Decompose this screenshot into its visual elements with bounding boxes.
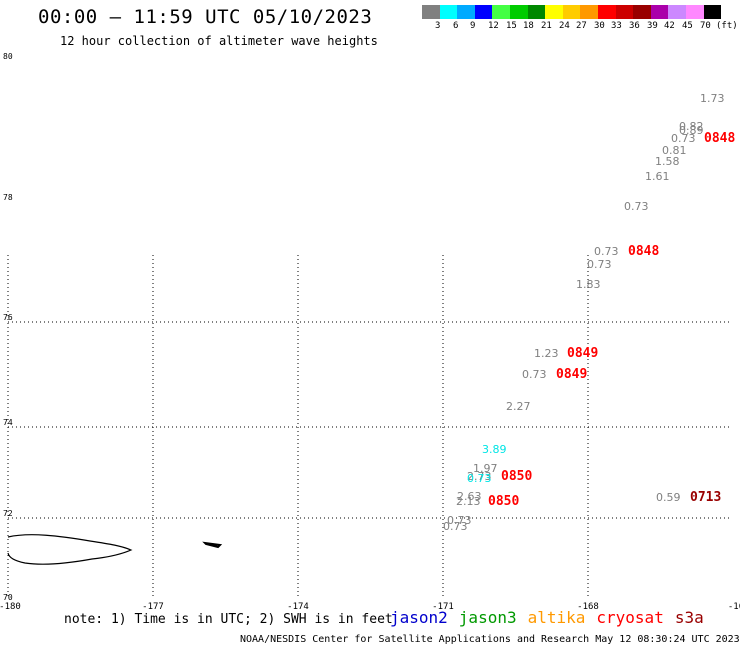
colorbar-label: 3 — [435, 21, 441, 31]
wave-height-value: 0.73 — [467, 472, 492, 485]
colorbar-swatch — [668, 5, 686, 19]
satellite-legend-item: jason3 — [458, 608, 517, 627]
colorbar-label: (ft) — [716, 21, 738, 31]
colorbar-swatch — [562, 5, 581, 19]
colorbar-labels: 3 6 9 12 15 18 21 24 27 30 33 36 39 42 45 70 (ft) — [422, 21, 740, 33]
colorbar-label: 12 — [488, 21, 499, 31]
latitude-label: 78 — [3, 193, 13, 202]
colorbar-swatch — [580, 5, 598, 19]
pass-time-label: 0848 — [704, 131, 735, 146]
wave-height-value: 3.89 — [482, 443, 507, 456]
longitude-label: -171 — [432, 602, 454, 612]
colorbar-swatch — [474, 5, 493, 19]
wave-height-value: 2.27 — [506, 400, 531, 413]
wave-height-value: 0.73 — [624, 200, 649, 213]
wave-height-colorbar — [422, 5, 722, 19]
colorbar-label: 45 — [682, 21, 693, 31]
wave-height-value: 1.73 — [700, 92, 725, 105]
colorbar-label: 24 — [559, 21, 570, 31]
wave-height-value: 1.97 — [473, 462, 498, 475]
pass-time-labels: 0848 0848 0849 0849 0850 0850 0713 — [488, 131, 735, 509]
wave-height-readings: 1.730.820.890.730.811.581.610.730.730.73… — [443, 92, 725, 533]
longitude-label: -177 — [142, 602, 164, 612]
map-title: 00:00 – 11:59 UTC 05/10/2023 — [38, 6, 373, 28]
footer-note: note: 1) Time is in UTC; 2) SWH is in fe… — [64, 612, 393, 627]
colorbar-label: 30 — [594, 21, 605, 31]
colorbar-swatch — [703, 5, 722, 19]
pass-time-label: 0850 — [488, 494, 519, 509]
wave-height-value: 1.61 — [645, 170, 670, 183]
wave-height-value: 0.89 — [679, 124, 704, 137]
pass-time-label: 0850 — [501, 469, 532, 484]
colorbar-label: 39 — [647, 21, 658, 31]
colorbar-label: 9 — [470, 21, 476, 31]
colorbar-swatch — [492, 5, 510, 19]
latitude-label: 70 — [3, 593, 13, 602]
colorbar-swatch — [509, 5, 528, 19]
wave-height-value: 2.63 — [457, 490, 482, 503]
colorbar-label: 70 — [700, 21, 711, 31]
wave-height-value: 0.59 — [656, 491, 681, 504]
colorbar-swatch — [615, 5, 634, 19]
colorbar-swatch — [527, 5, 546, 19]
colorbar-label: 6 — [453, 21, 459, 31]
satellite-legend-item: cryosat — [596, 608, 664, 627]
colorbar-label: 27 — [576, 21, 587, 31]
latitude-label: 74 — [3, 418, 13, 427]
satellite-legend: jason2 jason3 altika cryosat s3a — [390, 608, 715, 627]
wave-height-value: 0.73 — [522, 368, 547, 381]
wave-height-value: 2.13 — [456, 495, 481, 508]
pass-time-label: 0849 — [556, 367, 587, 382]
st-lawrence-island-outline — [7, 534, 133, 565]
pass-time-label: 0713 — [690, 490, 721, 505]
colorbar-swatch — [439, 5, 458, 19]
small-island-outline — [202, 541, 223, 549]
wave-height-value: 1.23 — [534, 347, 559, 360]
pass-time-label: 0848 — [628, 244, 659, 259]
wave-height-value: 0.81 — [662, 144, 687, 157]
wave-height-value: 1.58 — [655, 155, 680, 168]
colorbar-label: 18 — [523, 21, 534, 31]
colorbar-swatch — [545, 5, 563, 19]
wave-height-value: 1.83 — [576, 278, 601, 291]
colorbar-swatch — [597, 5, 616, 19]
wave-height-value: 0.82 — [679, 120, 704, 133]
latitude-label: 80 — [3, 52, 13, 61]
map-subtitle: 12 hour collection of altimeter wave hei… — [60, 34, 378, 48]
pass-time-label: 0849 — [567, 346, 598, 361]
colorbar-swatch — [633, 5, 651, 19]
wave-height-value: 2.73 — [467, 470, 492, 483]
colorbar-label: 33 — [611, 21, 622, 31]
wave-height-value: 0.73 — [594, 245, 619, 258]
colorbar-label: 36 — [629, 21, 640, 31]
colorbar-label: 21 — [541, 21, 552, 31]
colorbar-label: 15 — [506, 21, 517, 31]
longitude-label: -168 — [577, 602, 599, 612]
longitude-label: -16 — [728, 602, 740, 612]
land-outline — [7, 534, 223, 565]
wave-height-value: 0.73 — [671, 132, 696, 145]
latitude-labels: 80 78 76 74 72 70 — [3, 52, 13, 602]
colorbar-swatch — [422, 5, 440, 19]
colorbar-label: 42 — [664, 21, 675, 31]
satellite-legend-item: s3a — [674, 608, 704, 627]
latitude-label: 76 — [3, 313, 13, 322]
longitude-label: -174 — [287, 602, 309, 612]
wave-height-value: 0.73 — [447, 514, 472, 527]
latitude-label: 72 — [3, 509, 13, 518]
longitude-labels: -180 -177 -174 -171 -168 -16 — [0, 602, 740, 612]
wave-height-value: 0.73 — [587, 258, 612, 271]
footer-credit: NOAA/NESDIS Center for Satellite Applica… — [240, 634, 740, 645]
colorbar-swatch — [457, 5, 475, 19]
satellite-legend-item: jason2 — [390, 608, 448, 627]
satellite-legend-item: altika — [527, 608, 586, 627]
colorbar-swatch — [650, 5, 669, 19]
grid-lines — [7, 255, 732, 598]
colorbar-swatch — [685, 5, 704, 19]
longitude-label: -180 — [0, 602, 21, 612]
wave-height-value: 0.73 — [443, 520, 468, 533]
